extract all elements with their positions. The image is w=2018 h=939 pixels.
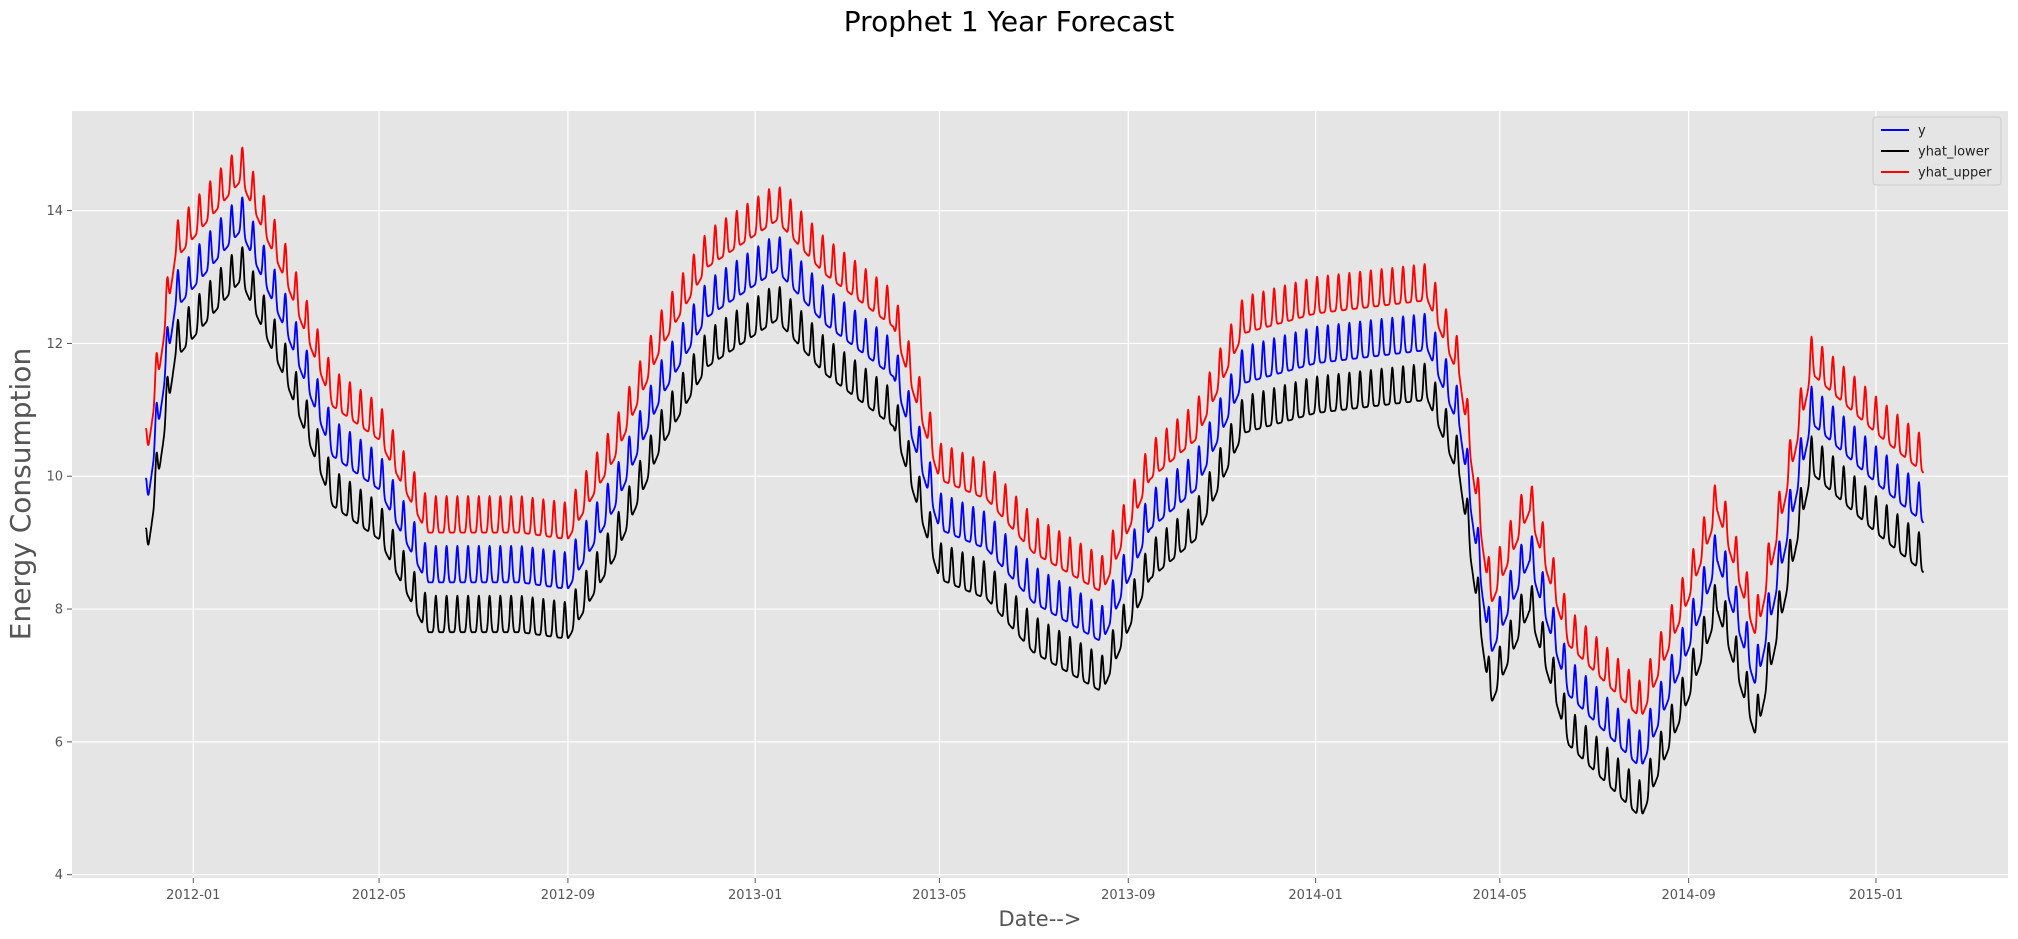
x-tick-label: 2013-09 <box>1101 888 1155 903</box>
x-axis-label: Date--> <box>999 907 1082 931</box>
legend-label: y <box>1918 124 1926 139</box>
x-tick-label: 2014-09 <box>1661 888 1715 903</box>
y-axis-ticks: 4 6 8 10 12 14 <box>46 204 72 883</box>
legend: y yhat_lower yhat_upper <box>1872 116 2002 186</box>
x-tick-label: 2012-01 <box>166 888 220 903</box>
y-tick-label: 12 <box>46 337 63 352</box>
series-line-yhat_lower <box>144 246 1925 815</box>
x-axis-ticks: 2012-01 2012-05 2012-09 2013-01 2013-05 2013-… <box>166 878 1903 903</box>
x-tick-label: 2014-05 <box>1473 888 1527 903</box>
y-tick-label: 6 <box>55 735 63 750</box>
legend-label: yhat_upper <box>1918 166 1992 181</box>
x-tick-label: 2012-05 <box>352 888 406 903</box>
y-tick-label: 14 <box>46 204 63 219</box>
x-tick-label: 2012-09 <box>541 888 595 903</box>
series-lines <box>144 146 1925 815</box>
plot-area <box>72 111 2008 878</box>
x-tick-label: 2014-01 <box>1288 888 1342 903</box>
x-tick-label: 2013-05 <box>912 888 966 903</box>
chart-title: Prophet 1 Year Forecast <box>844 5 1174 38</box>
x-tick-label: 2013-01 <box>728 888 782 903</box>
y-tick-label: 10 <box>46 470 63 485</box>
y-axis-label: Energy Consumption <box>4 348 37 640</box>
series-line-yhat_upper <box>144 146 1925 715</box>
y-tick-label: 8 <box>55 603 63 618</box>
grid-lines <box>72 111 2008 878</box>
legend-box <box>1872 116 2002 186</box>
legend-label: yhat_lower <box>1918 145 1990 160</box>
y-tick-label: 4 <box>55 868 63 883</box>
series-line-y <box>144 196 1925 765</box>
x-tick-label: 2015-01 <box>1849 888 1903 903</box>
